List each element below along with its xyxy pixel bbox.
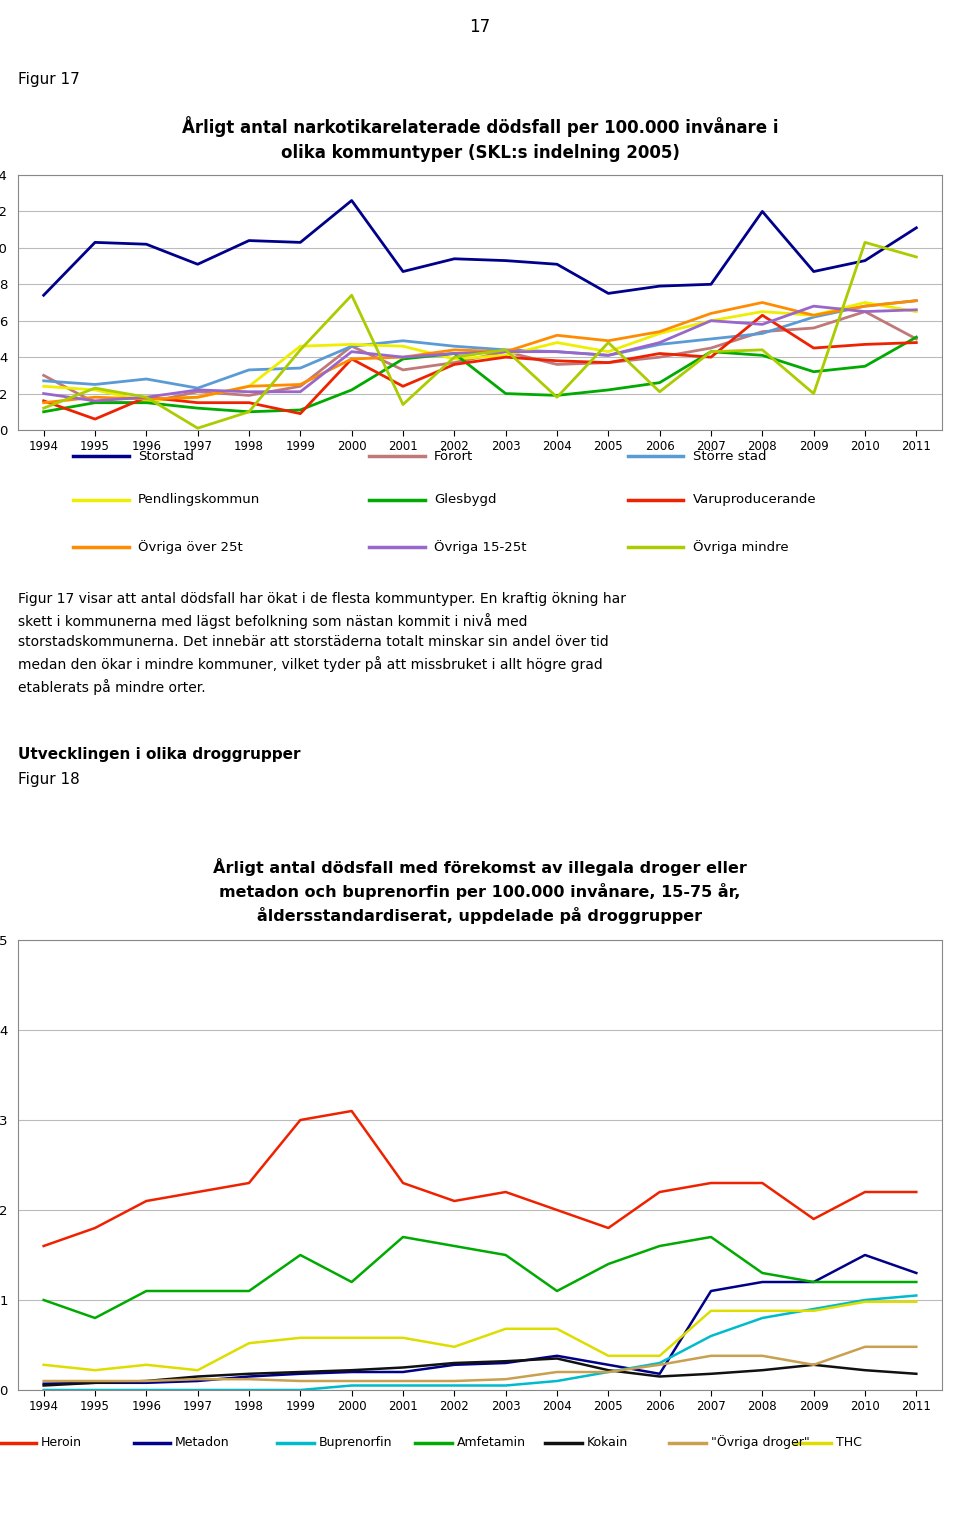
Text: Förort: Förort xyxy=(434,451,473,463)
Text: Storstad: Storstad xyxy=(138,451,194,463)
Text: Övriga mindre: Övriga mindre xyxy=(692,540,788,554)
Title: Årligt antal narkotikarelaterade dödsfall per 100.000 invånare i
olika kommuntyp: Årligt antal narkotikarelaterade dödsfal… xyxy=(181,117,779,162)
Text: Större stad: Större stad xyxy=(692,451,766,463)
Text: Pendlingskommun: Pendlingskommun xyxy=(138,493,260,507)
Text: Buprenorfin: Buprenorfin xyxy=(319,1437,392,1449)
Text: "Övriga droger": "Övriga droger" xyxy=(711,1435,809,1449)
Text: Utvecklingen i olika droggrupper: Utvecklingen i olika droggrupper xyxy=(18,746,300,762)
Text: Övriga 15-25t: Övriga 15-25t xyxy=(434,540,526,554)
Text: Varuproducerande: Varuproducerande xyxy=(692,493,816,507)
Text: Övriga över 25t: Övriga över 25t xyxy=(138,540,243,554)
Title: Årligt antal dödsfall med förekomst av illegala droger eller
metadon och bupreno: Årligt antal dödsfall med förekomst av i… xyxy=(213,857,747,924)
Text: Amfetamin: Amfetamin xyxy=(457,1437,526,1449)
Text: Figur 17: Figur 17 xyxy=(18,71,80,86)
Text: THC: THC xyxy=(836,1437,862,1449)
Text: Kokain: Kokain xyxy=(587,1437,628,1449)
Text: Metadon: Metadon xyxy=(175,1437,229,1449)
Text: Heroin: Heroin xyxy=(41,1437,83,1449)
Text: Figur 17 visar att antal dödsfall har ökat i de flesta kommuntyper. En kraftig ö: Figur 17 visar att antal dödsfall har ök… xyxy=(18,592,626,695)
Text: Figur 18: Figur 18 xyxy=(18,772,80,787)
Text: 17: 17 xyxy=(469,18,491,36)
Text: Glesbygd: Glesbygd xyxy=(434,493,496,507)
